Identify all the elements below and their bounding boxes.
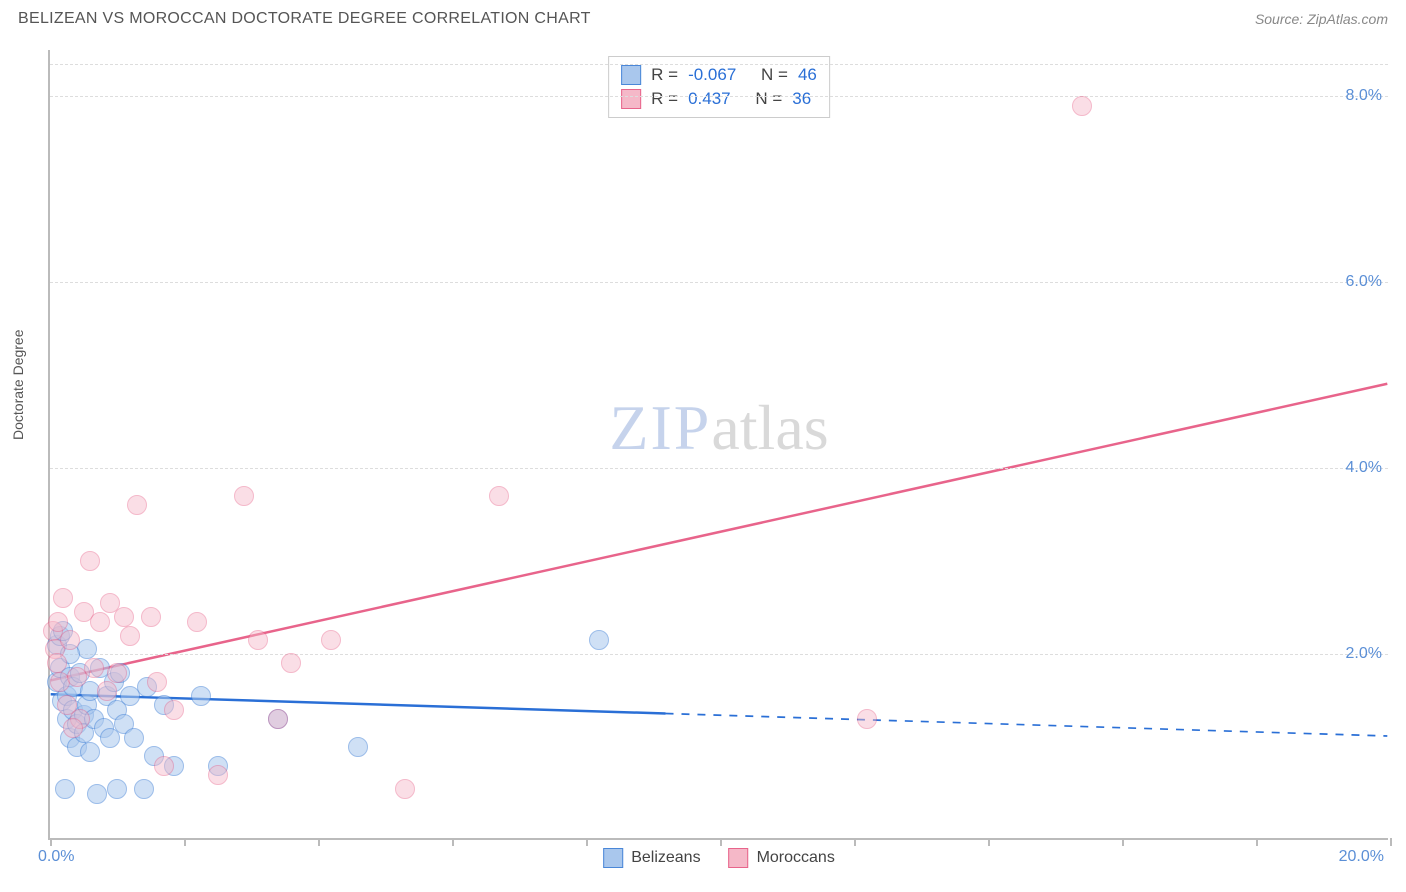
x-tick [1122,838,1124,846]
x-tick [1256,838,1258,846]
chart-title: BELIZEAN VS MOROCCAN DOCTORATE DEGREE CO… [18,10,591,28]
y-tick-label: 2.0% [1346,645,1382,663]
data-point [63,718,83,738]
y-tick-label: 6.0% [1346,273,1382,291]
legend-item-belizeans: Belizeans [603,848,700,868]
x-tick [184,838,186,846]
swatch-moroccans [621,89,641,109]
gridline-h [50,96,1388,97]
source-name: ZipAtlas.com [1307,11,1388,27]
swatch-moroccans-bottom [729,848,749,868]
x-tick-label: 20.0% [1339,848,1384,866]
data-point [395,779,415,799]
y-tick-label: 4.0% [1346,459,1382,477]
data-point [857,709,877,729]
scatter-chart: ZIPatlas R = -0.067 N = 46 R = 0.437 N =… [48,50,1388,840]
data-point [191,686,211,706]
data-point [47,653,67,673]
data-point [1072,96,1092,116]
x-tick [720,838,722,846]
gridline-h [50,282,1388,283]
data-point [164,700,184,720]
x-tick [452,838,454,846]
data-point [97,681,117,701]
source-attribution: Source: ZipAtlas.com [1255,11,1388,27]
source-prefix: Source: [1255,11,1307,27]
data-point [141,607,161,627]
n-value-belizeans: 46 [798,65,817,85]
series-legend: Belizeans Moroccans [603,848,835,868]
x-tick [586,838,588,846]
legend-row-moroccans: R = 0.437 N = 36 [621,87,817,111]
x-tick [988,838,990,846]
data-point [187,612,207,632]
y-axis-label: Doctorate Degree [10,329,26,440]
data-point [348,737,368,757]
r-label: R = [651,89,678,109]
gridline-h [50,468,1388,469]
data-point [77,639,97,659]
gridline-h [50,654,1388,655]
n-label: N = [755,89,782,109]
data-point [489,486,509,506]
data-point [48,612,68,632]
data-point [107,779,127,799]
data-point [107,663,127,683]
legend-row-belizeans: R = -0.067 N = 46 [621,63,817,87]
x-tick [50,838,52,846]
watermark-zip: ZIP [609,392,711,463]
y-tick-label: 8.0% [1346,87,1382,105]
r-value-belizeans: -0.067 [688,65,736,85]
x-tick-label: 0.0% [38,848,74,866]
data-point [154,756,174,776]
data-point [234,486,254,506]
data-point [127,495,147,515]
correlation-legend: R = -0.067 N = 46 R = 0.437 N = 36 [608,56,830,118]
data-point [208,765,228,785]
data-point [589,630,609,650]
data-point [248,630,268,650]
legend-label-belizeans: Belizeans [631,849,700,867]
data-point [114,607,134,627]
trend-lines [50,50,1388,838]
legend-label-moroccans: Moroccans [757,849,835,867]
data-point [281,653,301,673]
data-point [80,551,100,571]
data-point [53,588,73,608]
r-value-moroccans: 0.437 [688,89,731,109]
data-point [321,630,341,650]
swatch-belizeans-bottom [603,848,623,868]
x-tick [854,838,856,846]
watermark-atlas: atlas [711,392,828,463]
data-point [147,672,167,692]
gridline-h [50,64,1388,65]
data-point [84,658,104,678]
data-point [55,779,75,799]
data-point [80,742,100,762]
legend-item-moroccans: Moroccans [729,848,835,868]
data-point [268,709,288,729]
data-point [120,626,140,646]
n-value-moroccans: 36 [792,89,811,109]
n-label: N = [761,65,788,85]
data-point [124,728,144,748]
data-point [87,784,107,804]
data-point [90,612,110,632]
data-point [60,630,80,650]
x-tick [1390,838,1392,846]
r-label: R = [651,65,678,85]
x-tick [318,838,320,846]
watermark: ZIPatlas [609,391,828,465]
data-point [134,779,154,799]
swatch-belizeans [621,65,641,85]
